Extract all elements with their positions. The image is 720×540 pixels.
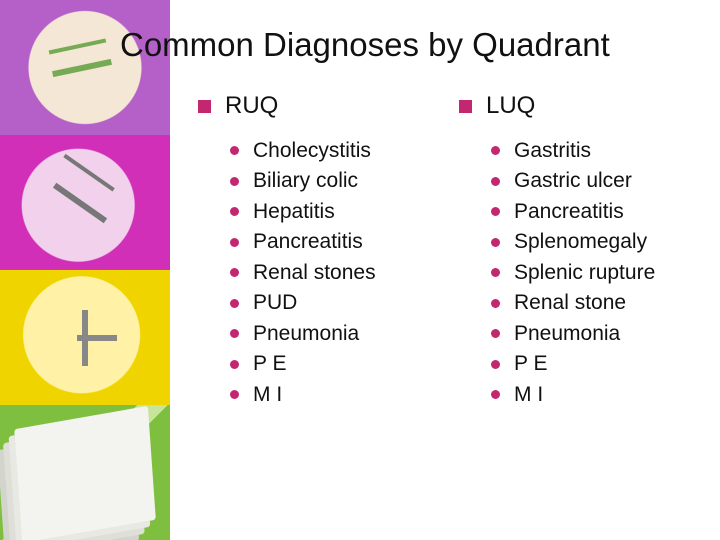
- dot-bullet-icon: [230, 268, 239, 277]
- square-bullet-icon: [198, 100, 211, 113]
- quadrant-heading: RUQ: [225, 92, 278, 120]
- dot-bullet-icon: [230, 299, 239, 308]
- dot-bullet-icon: [230, 329, 239, 338]
- list-item: Splenic rupture: [491, 261, 710, 285]
- list-item: Gastritis: [491, 139, 710, 163]
- dot-bullet-icon: [491, 329, 500, 338]
- diagnosis-text: Biliary colic: [253, 169, 358, 193]
- two-column-layout: RUQ Cholecystitis Biliary colic Hepatiti…: [110, 92, 710, 413]
- diagnosis-text: M I: [253, 383, 282, 407]
- diagnosis-text: Cholecystitis: [253, 139, 371, 163]
- dot-bullet-icon: [230, 146, 239, 155]
- diagnosis-text: Pneumonia: [514, 322, 620, 346]
- quadrant-heading-row: RUQ: [198, 92, 449, 120]
- quadrant-heading: LUQ: [486, 92, 535, 120]
- slide-title: Common Diagnoses by Quadrant: [120, 26, 710, 64]
- list-item: P E: [230, 352, 449, 376]
- diagnosis-text: Splenic rupture: [514, 261, 655, 285]
- list-item: M I: [230, 383, 449, 407]
- dot-bullet-icon: [230, 238, 239, 247]
- dot-bullet-icon: [230, 177, 239, 186]
- dot-bullet-icon: [491, 238, 500, 247]
- column-ruq: RUQ Cholecystitis Biliary colic Hepatiti…: [198, 92, 449, 413]
- diagnosis-text: Renal stone: [514, 291, 626, 315]
- list-item: Splenomegaly: [491, 230, 710, 254]
- list-item: Renal stone: [491, 291, 710, 315]
- list-item: PUD: [230, 291, 449, 315]
- diagnosis-text: P E: [253, 352, 286, 376]
- diagnosis-text: P E: [514, 352, 547, 376]
- dot-bullet-icon: [491, 268, 500, 277]
- diagnosis-text: M I: [514, 383, 543, 407]
- diagnosis-text: PUD: [253, 291, 297, 315]
- dot-bullet-icon: [230, 360, 239, 369]
- list-item: Biliary colic: [230, 169, 449, 193]
- diagnosis-text: Pneumonia: [253, 322, 359, 346]
- list-item: Renal stones: [230, 261, 449, 285]
- list-item: Hepatitis: [230, 200, 449, 224]
- dot-bullet-icon: [230, 390, 239, 399]
- diagnosis-list: Gastritis Gastric ulcer Pancreatitis Spl…: [459, 130, 710, 407]
- list-item: Gastric ulcer: [491, 169, 710, 193]
- dot-bullet-icon: [230, 207, 239, 216]
- diagnosis-list: Cholecystitis Biliary colic Hepatitis Pa…: [198, 130, 449, 407]
- diagnosis-text: Hepatitis: [253, 200, 335, 224]
- list-item: Pancreatitis: [491, 200, 710, 224]
- list-item: Pneumonia: [491, 322, 710, 346]
- diagnosis-text: Gastric ulcer: [514, 169, 632, 193]
- dot-bullet-icon: [491, 299, 500, 308]
- list-item: Cholecystitis: [230, 139, 449, 163]
- list-item: Pneumonia: [230, 322, 449, 346]
- quadrant-heading-row: LUQ: [459, 92, 710, 120]
- square-bullet-icon: [459, 100, 472, 113]
- list-item: Pancreatitis: [230, 230, 449, 254]
- list-item: P E: [491, 352, 710, 376]
- dot-bullet-icon: [491, 177, 500, 186]
- diagnosis-text: Gastritis: [514, 139, 591, 163]
- dot-bullet-icon: [491, 207, 500, 216]
- dot-bullet-icon: [491, 146, 500, 155]
- diagnosis-text: Pancreatitis: [514, 200, 624, 224]
- diagnosis-text: Splenomegaly: [514, 230, 647, 254]
- column-luq: LUQ Gastritis Gastric ulcer Pancreatitis…: [459, 92, 710, 413]
- dot-bullet-icon: [491, 360, 500, 369]
- slide-content: Common Diagnoses by Quadrant RUQ Cholecy…: [110, 14, 710, 530]
- list-item: M I: [491, 383, 710, 407]
- diagnosis-text: Renal stones: [253, 261, 376, 285]
- dot-bullet-icon: [491, 390, 500, 399]
- diagnosis-text: Pancreatitis: [253, 230, 363, 254]
